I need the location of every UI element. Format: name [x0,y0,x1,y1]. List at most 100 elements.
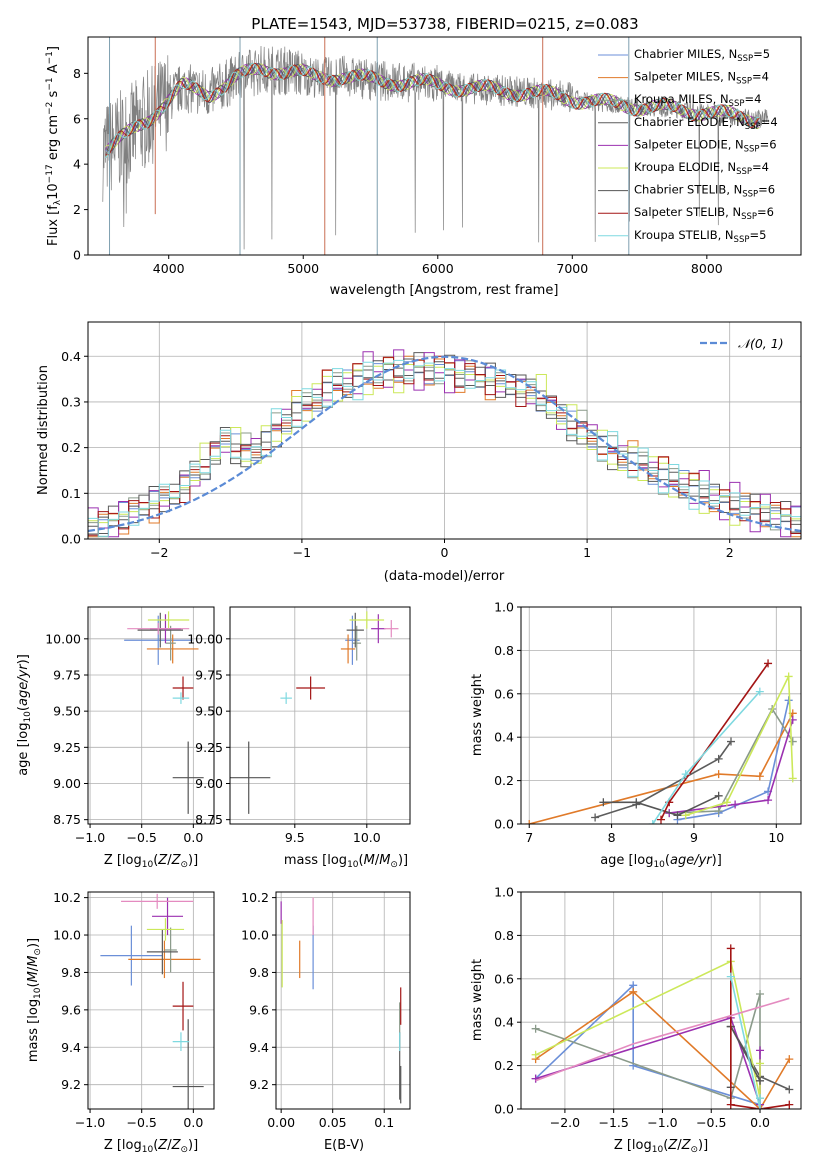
y-tick-label: 0 [73,248,81,263]
weight-marker [731,800,740,809]
weight-line [730,948,790,1109]
y-tick-label: 0.0 [494,1102,514,1117]
x-tick-label: 0.1 [374,1115,394,1130]
label-part: Normed distribution [36,365,51,495]
y-tick-label: 0.4 [61,349,81,364]
y-tick-label: 9.50 [53,704,81,719]
x-tick-label: 7000 [556,261,588,276]
label-part: 10 [142,860,154,870]
label-part: wavelength [Angstrom, rest frame] [330,283,559,298]
label-part: / [677,1138,682,1153]
weight-marker [531,1024,540,1033]
x-tick-label: −1.5 [599,1115,629,1130]
label-part: s [46,90,61,101]
legend-tail: =4 [744,92,761,106]
weight-line [603,795,719,817]
plot-area-mass-vs-EBV [280,897,402,1104]
x-axis-label: Z [log10(Z/Z⊙)] [104,853,198,870]
plot-area-age-vs-Z [124,611,204,814]
axes-frame [87,891,215,1110]
legend-tail: =4 [761,115,778,129]
label-part: −17 [45,164,55,183]
gaussian-curve [88,355,801,533]
label-part: 10 [347,860,359,870]
legend-entry: Chabrier ELODIE, NSSP=4 [634,115,778,132]
weight-marker [722,798,731,807]
plot-area-spectrum [102,37,770,255]
plot-area-mass-vs-Z [100,893,204,1109]
x-axis-label: Z [log10(Z/Z⊙)] [614,1138,708,1155]
x-tick-label: 6000 [422,261,454,276]
label-part: mass weight [470,959,485,1041]
axes-frame [520,891,802,1110]
label-part: Z [log [104,1138,142,1153]
label-part: )] [698,1138,708,1153]
y-tick-label: 4 [73,157,81,172]
legend-entry: Salpeter STELIB, NSSP=6 [634,205,774,222]
weight-line [685,676,794,817]
weight-line [594,741,732,819]
y-tick-label: 8.75 [53,812,81,827]
weight-marker [755,772,764,781]
label-part: A [46,64,61,77]
label-part: M [364,853,375,868]
x-tick-label: 2 [726,545,734,560]
label-part: / [167,853,172,868]
label-part: 10 [23,711,33,723]
weight-marker [714,791,723,800]
plot-area-age-vs-mass [230,611,399,814]
label-part: 10 [653,860,665,870]
figure-title: PLATE=1543, MJD=53738, FIBERID=0215, z=0… [251,15,638,33]
label-part: ( [359,853,364,868]
legend-entry: Kroupa MILES, NSSP=4 [634,92,761,109]
legend-entry: Chabrier STELIB, NSSP=6 [634,183,775,200]
y-tick-label: 9.4 [249,1040,269,1055]
weight-line [535,983,761,1106]
x-tick-label: 0.0 [183,830,203,845]
axes-frame [275,891,411,1110]
weight-marker [531,1050,540,1059]
panel-age-vs-mass: 9.5 10.0 8.75 9.00 9.25 9.50 9.75 10.00 mass [lo… [187,606,411,870]
x-tick-label: 10 [768,830,784,845]
label-part: )] [16,654,31,664]
weight-line [730,976,761,1109]
y-tick-label: 10.0 [241,928,269,943]
legend-entry: Salpeter ELODIE, NSSP=6 [634,137,777,154]
weight-marker [755,687,764,696]
weight-marker [784,672,793,681]
weight-marker [785,1055,794,1064]
weight-marker [788,737,797,746]
label-part: ( [663,1138,668,1153]
legend-sub: SSP [736,77,752,87]
label-part: / [375,853,380,868]
label-part: Flux [f [46,205,61,246]
label-part: ( [16,706,31,711]
legend-entry: Kroupa ELODIE, NSSP=4 [634,160,769,177]
label-part: E(B-V) [324,1138,364,1153]
label-part: mass [log [284,853,347,868]
label-part: M [26,956,41,967]
panel-age-vs-Z: −1.0 −0.5 0.0 8.75 9.00 9.25 9.50 9.75 10.00 Z [l… [16,606,215,870]
legend-text: Salpeter ELODIE, N [634,137,744,151]
y-axis-label: Flux [fλ10−17 erg cm−2 s−1 A−1] [45,46,63,246]
y-tick-label: 0.3 [61,394,81,409]
weight-marker [525,820,534,824]
label-part: age [log [600,853,653,868]
legend-sub: SSP [729,99,745,109]
label-part: mass weight [470,674,485,756]
y-tick-label: 9.75 [53,667,81,682]
weight-marker [756,1105,765,1109]
weight-marker [726,972,735,981]
residual-histogram [88,359,801,537]
weight-marker [681,811,690,820]
y-tick-label: 0.6 [494,686,514,701]
legend-sub: SSP [741,212,757,222]
weight-marker [681,770,690,779]
x-axis-label: (data-model)/error [384,569,505,584]
label-part: −1 [45,51,55,64]
label-part: Z [157,1138,168,1153]
axes-frame [520,606,802,825]
x-tick-label: 0.0 [183,1115,203,1130]
label-part: 10 [652,1145,664,1155]
label-part: Z [157,853,168,868]
